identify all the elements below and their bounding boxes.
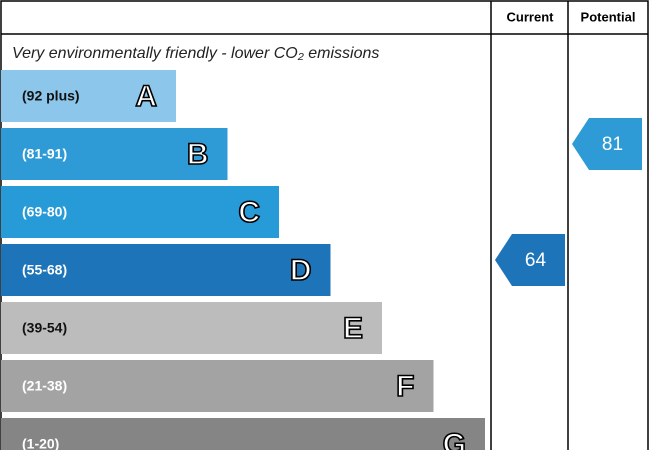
rating-value: 81 [602,134,623,155]
band-bar [1,128,228,180]
band-letter: A [135,80,157,113]
band-bar [1,244,331,296]
band-range: (92 plus) [22,88,80,104]
band-bar [1,360,434,412]
rating-arrow [572,118,642,170]
band-range: (55-68) [22,262,67,278]
rating-arrow [495,234,565,286]
column-header: Current [507,9,555,24]
column-header: Potential [581,9,636,24]
band-letter: D [290,254,312,287]
rating-value: 64 [525,250,547,271]
band-range: (1-20) [22,436,59,450]
band-range: (39-54) [22,320,67,336]
band-letter: E [343,312,363,345]
band-bar [1,418,485,450]
band-range: (69-80) [22,204,67,220]
band-letter: F [396,370,414,403]
band-bar [1,302,382,354]
band-letter: G [443,428,466,450]
band-letter: B [187,138,209,171]
subtitle: Very environmentally friendly - lower CO… [12,45,379,62]
band-bar [1,70,176,122]
band-bar [1,186,279,238]
band-range: (81-91) [22,146,67,162]
band-letter: C [238,196,260,229]
band-range: (21-38) [22,378,67,394]
